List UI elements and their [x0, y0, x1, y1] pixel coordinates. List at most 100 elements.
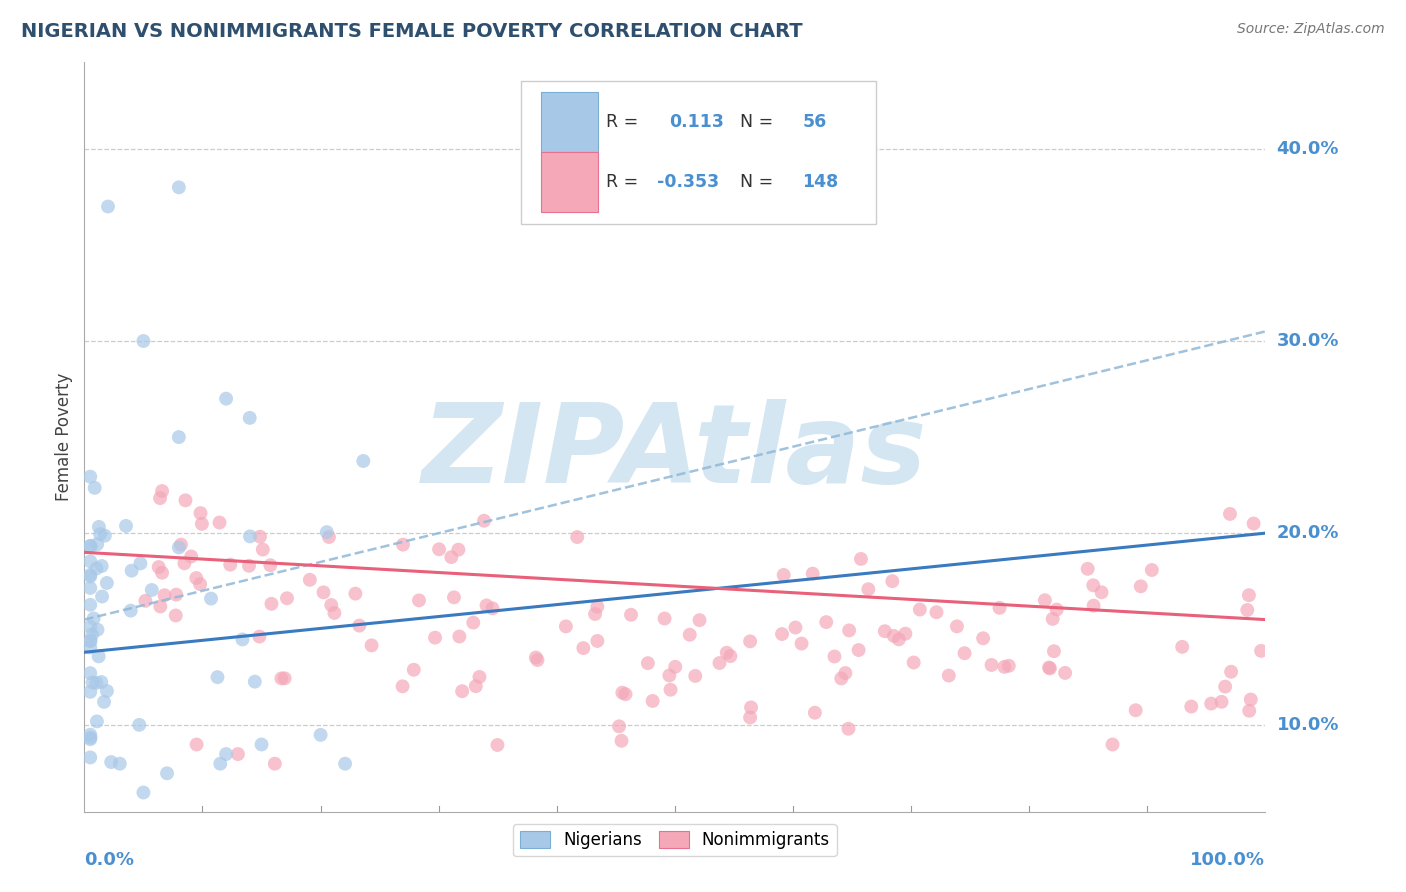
Point: [785, 620, 807, 634]
Point: [447, 542, 470, 557]
Point: [333, 756, 356, 771]
Point: [946, 619, 969, 633]
Point: [486, 738, 509, 752]
Point: [526, 653, 548, 667]
Point: [908, 602, 931, 616]
Point: [1090, 585, 1112, 599]
Point: [567, 530, 589, 544]
Point: [190, 506, 212, 520]
Point: [97, 200, 120, 214]
Text: 0.113: 0.113: [669, 113, 724, 131]
Point: [79, 732, 101, 747]
Point: [79, 731, 101, 745]
Point: [121, 564, 143, 578]
Point: [207, 670, 229, 684]
Point: [1083, 599, 1105, 613]
Point: [167, 430, 190, 444]
Point: [837, 722, 859, 736]
Point: [79, 569, 101, 583]
Point: [79, 598, 101, 612]
Point: [128, 718, 150, 732]
Point: [318, 530, 340, 544]
Point: [1237, 588, 1260, 602]
Point: [86, 676, 108, 690]
Point: [849, 552, 872, 566]
Point: [790, 636, 813, 650]
Point: [263, 756, 285, 771]
Point: [1243, 516, 1265, 531]
Point: [614, 687, 637, 701]
Point: [1180, 699, 1202, 714]
Point: [443, 591, 465, 605]
Point: [685, 669, 707, 683]
Text: 0.0%: 0.0%: [84, 851, 135, 869]
Point: [838, 624, 860, 638]
Point: [309, 728, 332, 742]
Point: [91, 590, 114, 604]
Point: [270, 672, 292, 686]
Point: [1171, 640, 1194, 654]
Point: [312, 585, 335, 599]
Point: [641, 694, 664, 708]
Text: 148: 148: [803, 173, 839, 191]
Point: [129, 557, 152, 571]
Point: [938, 668, 960, 682]
Point: [250, 738, 273, 752]
Point: [86, 623, 108, 637]
Point: [903, 656, 925, 670]
Point: [440, 550, 463, 565]
Point: [165, 608, 187, 623]
Text: 10.0%: 10.0%: [1277, 716, 1339, 734]
Point: [740, 634, 762, 648]
Point: [249, 530, 271, 544]
Point: [79, 581, 101, 595]
Point: [79, 634, 101, 648]
Point: [801, 566, 824, 581]
Point: [79, 469, 101, 483]
Text: NIGERIAN VS NONIMMIGRANTS FEMALE POVERTY CORRELATION CHART: NIGERIAN VS NONIMMIGRANTS FEMALE POVERTY…: [21, 22, 803, 41]
Point: [718, 649, 741, 664]
Point: [572, 641, 595, 656]
Point: [1236, 603, 1258, 617]
Point: [96, 576, 118, 591]
Point: [315, 525, 337, 540]
Point: [82, 627, 104, 641]
Text: ZIPAtlas: ZIPAtlas: [422, 399, 928, 506]
Point: [883, 629, 905, 643]
Point: [79, 666, 101, 681]
Point: [1199, 697, 1222, 711]
Point: [1140, 563, 1163, 577]
Point: [79, 539, 101, 553]
Point: [834, 666, 856, 681]
Point: [993, 660, 1015, 674]
Point: [90, 559, 112, 574]
Point: [408, 593, 430, 607]
Text: R =: R =: [606, 113, 638, 131]
Point: [96, 684, 118, 698]
Point: [1038, 660, 1060, 674]
Point: [659, 682, 682, 697]
Point: [1211, 695, 1233, 709]
Point: [87, 520, 110, 534]
Point: [980, 657, 1002, 672]
Point: [238, 558, 260, 573]
Point: [352, 454, 374, 468]
Point: [1129, 579, 1152, 593]
Point: [252, 542, 274, 557]
Point: [953, 646, 976, 660]
Point: [824, 649, 846, 664]
Point: [209, 756, 232, 771]
Point: [658, 668, 681, 682]
Point: [423, 631, 446, 645]
Point: [165, 588, 187, 602]
Point: [86, 537, 108, 551]
Point: [894, 626, 917, 640]
Point: [79, 554, 101, 568]
Point: [247, 630, 270, 644]
Point: [610, 733, 633, 747]
Point: [1039, 661, 1062, 675]
Text: Source: ZipAtlas.com: Source: ZipAtlas.com: [1237, 22, 1385, 37]
Point: [259, 558, 281, 573]
Point: [637, 656, 659, 670]
Point: [1077, 562, 1099, 576]
